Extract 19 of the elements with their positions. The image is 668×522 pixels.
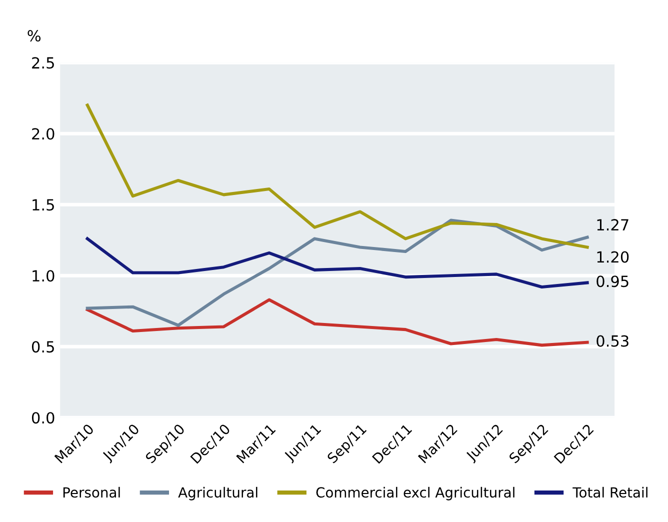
line-series xyxy=(86,298,589,347)
y-tick-label: 0.5 xyxy=(32,341,54,353)
y-tick-label: 2.5 xyxy=(32,57,54,69)
y-tick-label: 1.0 xyxy=(32,270,54,282)
data-label: 0.95 xyxy=(596,276,628,288)
y-tick-label: 2.0 xyxy=(32,128,54,140)
data-label: 1.20 xyxy=(597,251,629,263)
data-label: 0.53 xyxy=(596,335,628,347)
y-axis-title: % xyxy=(28,30,41,42)
legend-label: Agricultural xyxy=(178,486,258,500)
legend-label: Personal xyxy=(63,486,120,498)
y-tick-label: 1.5 xyxy=(32,199,54,211)
legend-label: Total Retail xyxy=(572,486,648,498)
line-series xyxy=(86,218,589,327)
y-tick-label: 0.0 xyxy=(32,412,54,424)
line-series xyxy=(86,104,589,249)
line-series xyxy=(86,237,589,289)
legend-label: Commercial excl Agricultural xyxy=(316,486,514,500)
data-label: 1.27 xyxy=(597,219,628,230)
